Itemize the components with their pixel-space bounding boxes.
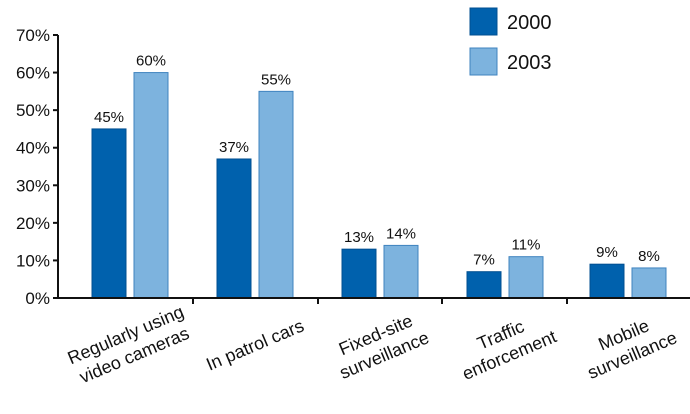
legend-label: 2000 — [507, 12, 552, 34]
bar-2000-2 — [341, 248, 377, 299]
y-tick-label: 30% — [16, 176, 50, 195]
bar-2000-3 — [466, 271, 502, 299]
data-label: 45% — [94, 109, 124, 126]
legend: 2000 2003 — [469, 7, 552, 76]
legend-swatch-2000 — [469, 7, 498, 36]
data-label: 37% — [219, 139, 249, 156]
bar-2003-1 — [258, 90, 294, 299]
bar-2000-0 — [91, 128, 127, 299]
y-tick-label: 0% — [25, 289, 50, 308]
bar-2000-1 — [216, 158, 252, 299]
y-axis: 0% 10% 20% 30% 40% 50% 60% 70% — [16, 26, 59, 308]
category-label: In patrol cars — [203, 315, 307, 374]
legend-label: 2003 — [507, 52, 552, 74]
data-label: 60% — [136, 53, 166, 70]
data-label: 9% — [596, 244, 618, 261]
data-label: 13% — [344, 229, 374, 246]
y-tick-label: 70% — [16, 26, 50, 45]
y-tick-label: 40% — [16, 139, 50, 158]
y-tick-label: 10% — [16, 251, 50, 270]
y-tick-label: 50% — [16, 101, 50, 120]
bar-2003-3 — [508, 256, 544, 299]
bars: 45% 37% 13% 7% 9% 60% 55% 14% 11% 8% — [91, 53, 667, 299]
category-label-line: In patrol cars — [203, 315, 307, 374]
data-label: 14% — [386, 225, 416, 242]
data-label: 55% — [261, 71, 291, 88]
bar-2003-2 — [383, 244, 419, 299]
y-tick-label: 20% — [16, 214, 50, 233]
data-label: 7% — [473, 252, 495, 269]
data-label: 8% — [638, 248, 660, 265]
bar-2003-0 — [133, 72, 169, 299]
legend-swatch-2003 — [469, 47, 498, 76]
y-tick-label: 60% — [16, 64, 50, 83]
bar-2000-4 — [589, 263, 625, 299]
data-label: 11% — [512, 237, 541, 254]
bar-2003-4 — [631, 267, 667, 299]
